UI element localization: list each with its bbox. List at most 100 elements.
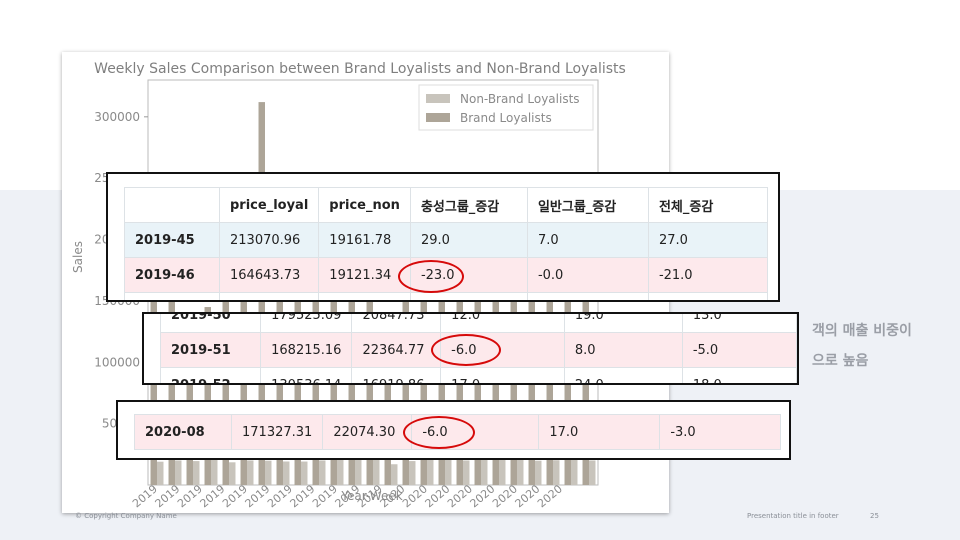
- footer-page-number: 25: [870, 512, 879, 520]
- bar-brand-loyal: [510, 288, 517, 485]
- x-tick-label: 2020: [400, 482, 430, 510]
- bar-brand-loyal: [582, 300, 589, 485]
- cell-total-change: -5.0: [681, 332, 797, 368]
- cell-price-loyal: 168215.16: [260, 332, 353, 368]
- bar-non-brand: [229, 462, 236, 485]
- bar-brand-loyal: [402, 288, 409, 485]
- highlight-circle-2: [431, 334, 501, 366]
- table-row: 2019-50 179525.09 20847.73 12.0 19.0 13.…: [159, 314, 797, 333]
- bar-brand-loyal: [204, 307, 211, 485]
- cell-price-loyal: 179525.09: [260, 314, 353, 333]
- row-index: 2019-52: [159, 367, 262, 383]
- header-loyal-change: 충성그룹_증감: [409, 187, 528, 223]
- row-index: 2019-45: [124, 222, 220, 258]
- x-axis-label: Year-Week: [340, 489, 402, 503]
- bar-non-brand: [553, 460, 560, 485]
- bar-non-brand: [463, 460, 470, 485]
- x-tick-label: 2019: [243, 482, 273, 510]
- x-tick-label: 2020: [445, 482, 475, 510]
- bar-non-brand: [175, 460, 182, 485]
- footer-copyright: © Copyright Company Name: [75, 512, 177, 520]
- bar-non-brand: [355, 459, 362, 485]
- bar-non-brand: [499, 459, 506, 485]
- table-box-3: 2020-08 171327.31 22074.30 -6.0 17.0 -3.…: [116, 400, 791, 460]
- bar-non-brand: [409, 461, 416, 485]
- header-total-change: 전체_증감: [647, 187, 768, 223]
- table-row: 2019-52 130536.14 16919.86 17.0 24.0 18.…: [159, 367, 797, 383]
- bar-brand-loyal: [528, 291, 535, 485]
- header-price-loyal: price_loyal: [218, 187, 320, 223]
- bar-non-brand: [589, 460, 596, 485]
- cell-loyal-change: 17.0: [440, 367, 565, 383]
- highlight-circle-1: [398, 260, 464, 293]
- bar-non-brand: [337, 459, 344, 485]
- table-header-row: price_loyal price_non 충성그룹_증감 일반그룹_증감 전체…: [124, 187, 768, 223]
- x-tick-label: 2019: [265, 482, 295, 510]
- bar-non-brand: [517, 459, 524, 485]
- highlight-circle-3: [403, 416, 475, 449]
- bar-non-brand: [193, 461, 200, 485]
- row-index: 2019-50: [159, 314, 262, 333]
- cell-total-change: 27.0: [647, 222, 768, 258]
- side-text-line-2: 으로 높음: [812, 353, 869, 369]
- cell-price-non: 22364.77: [351, 332, 442, 368]
- x-tick-label: 2020: [468, 482, 498, 510]
- cell-price-loyal: 164643.73: [218, 257, 320, 293]
- bar-non-brand: [373, 457, 380, 485]
- legend-label-non: Non-Brand Loyalists: [460, 92, 580, 106]
- bar-non-brand: [427, 459, 434, 485]
- header-index: [124, 187, 220, 223]
- data-table-2: 2019-50 179525.09 20847.73 12.0 19.0 13.…: [159, 314, 797, 383]
- bar-non-brand: [301, 461, 308, 485]
- cell-general-change: 7.0: [526, 222, 649, 258]
- bar-brand-loyal: [546, 300, 553, 485]
- x-tick-label: 2020: [535, 482, 565, 510]
- chart-title: Weekly Sales Comparison between Brand Lo…: [94, 61, 626, 77]
- legend-swatch-loyal: [426, 113, 450, 122]
- x-tick-label: 2020: [490, 482, 520, 510]
- cell-general-change: -0.0: [526, 257, 649, 293]
- bar-non-brand: [283, 461, 290, 485]
- cell-general-change: 19.0: [563, 314, 683, 333]
- x-tick-label: 2019: [220, 482, 250, 510]
- cell-total-change: -3.0: [659, 414, 782, 450]
- data-table-1: price_loyal price_non 충성그룹_증감 일반그룹_증감 전체…: [124, 187, 768, 300]
- cell-price-non: 19121.34: [318, 257, 411, 293]
- legend: Non-Brand Loyalists Brand Loyalists: [418, 84, 594, 131]
- cell-price-non: 19161.78: [318, 222, 411, 258]
- x-tick-label: 2020: [423, 482, 453, 510]
- x-tick-label: 2019: [288, 482, 318, 510]
- bar-non-brand: [391, 464, 398, 485]
- legend-swatch-non: [426, 94, 450, 103]
- bar-non-brand: [265, 460, 272, 485]
- header-general-change: 일반그룹_증감: [526, 187, 649, 223]
- row-index: 2020-08: [134, 414, 232, 450]
- x-tick-label: 2019: [198, 482, 228, 510]
- cell-general-change: 24.0: [563, 367, 683, 383]
- x-tick-label: 2020: [513, 482, 543, 510]
- bar-brand-loyal: [150, 300, 157, 485]
- table-row: [124, 292, 768, 300]
- bar-non-brand: [319, 460, 326, 485]
- cell-general-change: 8.0: [563, 332, 683, 368]
- header-price-non: price_non: [318, 187, 411, 223]
- cell-price-loyal: 130536.14: [260, 367, 353, 383]
- cell-total-change: -21.0: [647, 257, 768, 293]
- cell-price-non: 16919.86: [351, 367, 442, 383]
- bar-non-brand: [445, 459, 452, 485]
- x-tick-label: 2019: [310, 482, 340, 510]
- y-tick-label: 100000: [94, 355, 140, 369]
- cell-loyal-change: 12.0: [440, 314, 565, 333]
- cell-price-loyal: 171327.31: [230, 414, 324, 450]
- x-tick-label: 2019: [130, 482, 160, 510]
- table-box-2: 2019-50 179525.09 20847.73 12.0 19.0 13.…: [142, 312, 799, 385]
- cell-loyal-change: 29.0: [409, 222, 528, 258]
- bar-brand-loyal: [168, 288, 175, 485]
- footer-presentation-title: Presentation title in footer: [747, 512, 839, 520]
- cell-total-change: 18.0: [681, 367, 797, 383]
- x-tick-label: 2019: [153, 482, 183, 510]
- bar-brand-loyal: [222, 294, 229, 485]
- x-tick-label: 2019: [175, 482, 205, 510]
- cell-total-change: 13.0: [681, 314, 797, 333]
- cell-price-loyal: 213070.96: [218, 222, 320, 258]
